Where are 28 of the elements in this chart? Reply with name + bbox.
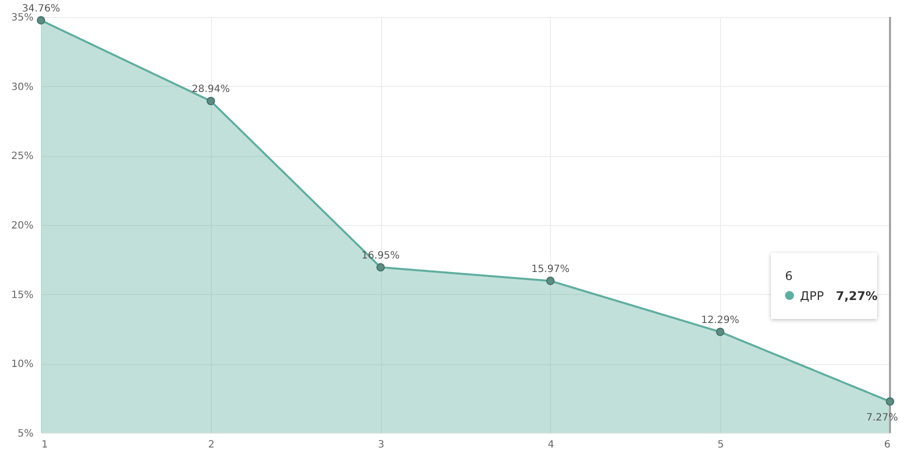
x-tick-label: 2 — [208, 440, 214, 450]
point — [36, 16, 46, 25]
point — [206, 96, 216, 106]
legend-label: ДРР — [800, 289, 824, 303]
y-tick-label: 10% — [11, 359, 34, 370]
tooltip-panel: 6 ДРР 7,27% — [771, 253, 877, 319]
point — [546, 276, 555, 286]
x-tick-label: 1 — [42, 440, 48, 450]
x-tick-label: 3 — [378, 440, 384, 450]
data-label: 12.29% — [701, 314, 740, 326]
data-label: 7.27% — [866, 412, 898, 424]
x-tick-label: 5 — [718, 440, 724, 450]
data-label: 34.76% — [22, 3, 60, 14]
point — [886, 397, 894, 406]
point — [376, 263, 385, 272]
data-label: 15.97% — [531, 264, 570, 275]
data-label: 28.94% — [192, 84, 230, 96]
y-tick-label: 5% — [18, 428, 34, 440]
y-tick-label: 30% — [11, 82, 34, 93]
y-tick-label: 20% — [11, 220, 34, 232]
x-tick-label: 6 — [884, 440, 890, 450]
y-tick-label: 25% — [11, 151, 34, 162]
annotation: 7,27% — [836, 289, 878, 303]
annotation: 6 — [785, 269, 793, 283]
y-tick-label: 15% — [11, 290, 34, 301]
point — [716, 328, 724, 336]
y-tick-label: 35% — [11, 12, 34, 24]
x-tick-label: 4 — [548, 440, 554, 450]
